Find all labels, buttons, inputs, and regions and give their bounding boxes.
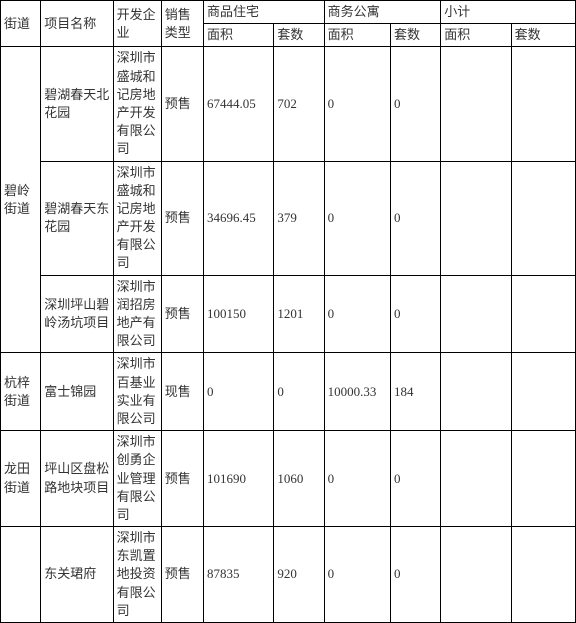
cell-street: 碧岭街道 bbox=[1, 47, 41, 353]
cell-developer: 深圳市润招房地产有限公司 bbox=[113, 275, 161, 353]
table-body: 碧岭街道碧湖春天北花园深圳市盛城和记房地产开发有限公司预售67444.05702… bbox=[1, 47, 576, 623]
cell-count3 bbox=[511, 353, 575, 431]
cell-type: 预售 bbox=[161, 527, 203, 623]
cell-area3 bbox=[441, 353, 511, 431]
cell-area1: 87835 bbox=[204, 527, 274, 623]
th-group-subtotal: 小计 bbox=[441, 1, 576, 24]
cell-area1: 100150 bbox=[204, 275, 274, 353]
cell-area2: 0 bbox=[324, 161, 390, 275]
cell-type: 现售 bbox=[161, 353, 203, 431]
cell-street: 杭梓街道 bbox=[1, 353, 41, 431]
table-row: 龙田街道坪山区盘松路地块项目深圳市创勇企业管理有限公司预售10169010600… bbox=[1, 431, 576, 527]
th-count1: 套数 bbox=[274, 24, 324, 47]
th-developer: 开发企业 bbox=[113, 1, 161, 47]
cell-project: 碧湖春天东花园 bbox=[41, 161, 113, 275]
cell-project: 富士锦园 bbox=[41, 353, 113, 431]
th-count2: 套数 bbox=[390, 24, 440, 47]
cell-area1: 0 bbox=[204, 353, 274, 431]
table-header: 街道 项目名称 开发企业 销售类型 商品住宅 商务公寓 小计 面积 套数 面积 … bbox=[1, 1, 576, 47]
table-row: 碧岭街道碧湖春天北花园深圳市盛城和记房地产开发有限公司预售67444.05702… bbox=[1, 47, 576, 161]
cell-area3 bbox=[441, 47, 511, 161]
cell-developer: 深圳市东凯置地投资有限公司 bbox=[113, 527, 161, 623]
cell-count3 bbox=[511, 275, 575, 353]
cell-count1: 920 bbox=[274, 527, 324, 623]
cell-area3 bbox=[441, 161, 511, 275]
cell-developer: 深圳市盛城和记房地产开发有限公司 bbox=[113, 47, 161, 161]
cell-area2: 10000.33 bbox=[324, 353, 390, 431]
cell-type: 预售 bbox=[161, 431, 203, 527]
cell-count3 bbox=[511, 47, 575, 161]
cell-area1: 34696.45 bbox=[204, 161, 274, 275]
cell-project: 碧湖春天北花园 bbox=[41, 47, 113, 161]
cell-street: 龙田街道 bbox=[1, 431, 41, 527]
table-row: 杭梓街道富士锦园深圳市百基业实业有限公司现售0010000.33184 bbox=[1, 353, 576, 431]
cell-type: 预售 bbox=[161, 47, 203, 161]
cell-project: 深圳坪山碧岭汤坑项目 bbox=[41, 275, 113, 353]
cell-type: 预售 bbox=[161, 161, 203, 275]
cell-count1: 0 bbox=[274, 353, 324, 431]
cell-count1: 379 bbox=[274, 161, 324, 275]
cell-count3 bbox=[511, 431, 575, 527]
cell-area3 bbox=[441, 275, 511, 353]
th-area2: 面积 bbox=[324, 24, 390, 47]
table-row: 东关珺府深圳市东凯置地投资有限公司预售8783592000 bbox=[1, 527, 576, 623]
cell-count2: 0 bbox=[390, 275, 440, 353]
cell-area3 bbox=[441, 527, 511, 623]
cell-area2: 0 bbox=[324, 431, 390, 527]
cell-developer: 深圳市百基业实业有限公司 bbox=[113, 353, 161, 431]
cell-area1: 101690 bbox=[204, 431, 274, 527]
cell-area3 bbox=[441, 431, 511, 527]
th-area3: 面积 bbox=[441, 24, 511, 47]
th-project: 项目名称 bbox=[41, 1, 113, 47]
cell-count2: 0 bbox=[390, 161, 440, 275]
cell-developer: 深圳市创勇企业管理有限公司 bbox=[113, 431, 161, 527]
cell-count1: 1201 bbox=[274, 275, 324, 353]
cell-count3 bbox=[511, 161, 575, 275]
table-row: 深圳坪山碧岭汤坑项目深圳市润招房地产有限公司预售100150120100 bbox=[1, 275, 576, 353]
th-saletype: 销售类型 bbox=[161, 1, 203, 47]
cell-area2: 0 bbox=[324, 527, 390, 623]
th-count3: 套数 bbox=[511, 24, 575, 47]
cell-count1: 702 bbox=[274, 47, 324, 161]
cell-area2: 0 bbox=[324, 275, 390, 353]
cell-count1: 1060 bbox=[274, 431, 324, 527]
th-area1: 面积 bbox=[204, 24, 274, 47]
cell-project: 东关珺府 bbox=[41, 527, 113, 623]
cell-count2: 0 bbox=[390, 47, 440, 161]
cell-count2: 0 bbox=[390, 431, 440, 527]
cell-project: 坪山区盘松路地块项目 bbox=[41, 431, 113, 527]
cell-count3 bbox=[511, 527, 575, 623]
cell-developer: 深圳市盛城和记房地产开发有限公司 bbox=[113, 161, 161, 275]
cell-street bbox=[1, 527, 41, 623]
cell-count2: 0 bbox=[390, 527, 440, 623]
table-row: 碧湖春天东花园深圳市盛城和记房地产开发有限公司预售34696.4537900 bbox=[1, 161, 576, 275]
cell-count2: 184 bbox=[390, 353, 440, 431]
th-street: 街道 bbox=[1, 1, 41, 47]
data-table: 街道 项目名称 开发企业 销售类型 商品住宅 商务公寓 小计 面积 套数 面积 … bbox=[0, 0, 576, 623]
th-group-apartment: 商务公寓 bbox=[324, 1, 441, 24]
th-group-residence: 商品住宅 bbox=[204, 1, 325, 24]
cell-area1: 67444.05 bbox=[204, 47, 274, 161]
cell-area2: 0 bbox=[324, 47, 390, 161]
cell-type: 预售 bbox=[161, 275, 203, 353]
